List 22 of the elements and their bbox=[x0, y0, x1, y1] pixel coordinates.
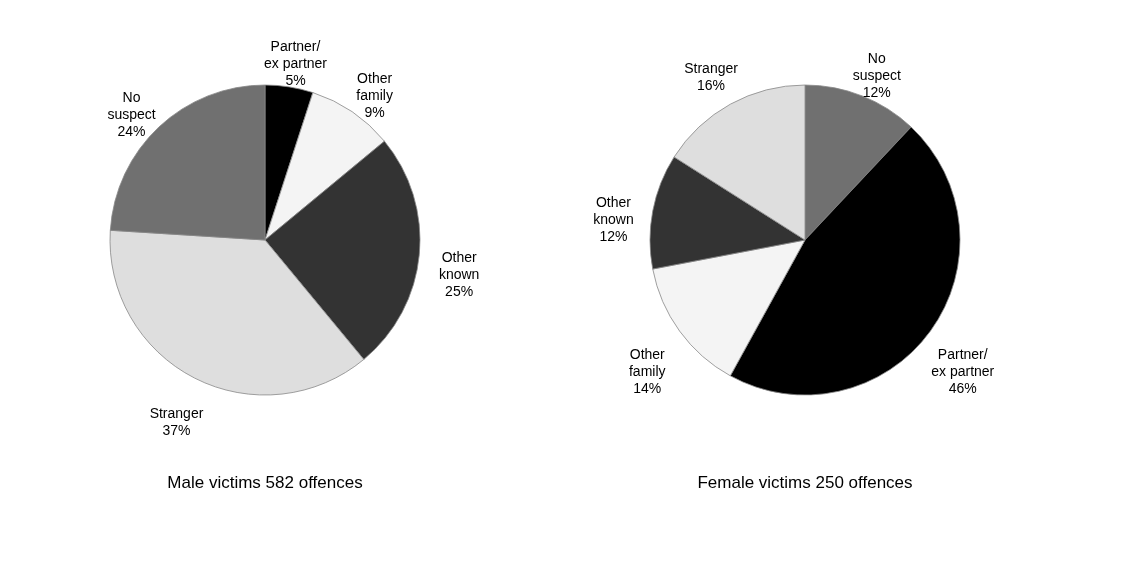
data-label: 14% bbox=[633, 379, 662, 396]
slice-label: No suspect bbox=[852, 49, 902, 83]
slice-label: No suspect bbox=[107, 88, 156, 122]
data-label: 9% bbox=[364, 103, 385, 120]
slice-label: Stranger bbox=[684, 60, 739, 77]
slice-label: Other known bbox=[438, 249, 480, 283]
text: Male victims 582 offences bbox=[167, 473, 363, 492]
data-label: 5% bbox=[285, 72, 306, 89]
data-label: 25% bbox=[445, 283, 474, 300]
data-label: 16% bbox=[697, 77, 726, 94]
data-label: 37% bbox=[162, 421, 191, 438]
data-label: 12% bbox=[599, 228, 628, 245]
data-label: 46% bbox=[948, 379, 977, 396]
slice-label: Stranger bbox=[149, 404, 204, 421]
slice-label: Other family bbox=[628, 345, 666, 379]
data-label: 24% bbox=[117, 122, 146, 139]
slice-label: Partner/ ex partner bbox=[263, 38, 328, 72]
text: Female victims 250 offences bbox=[697, 473, 913, 492]
slice-label: Other family bbox=[356, 69, 393, 103]
slice-label: Other known bbox=[593, 194, 634, 228]
slice-label: Partner/ ex partner bbox=[931, 345, 995, 379]
data-label: 12% bbox=[862, 83, 891, 100]
